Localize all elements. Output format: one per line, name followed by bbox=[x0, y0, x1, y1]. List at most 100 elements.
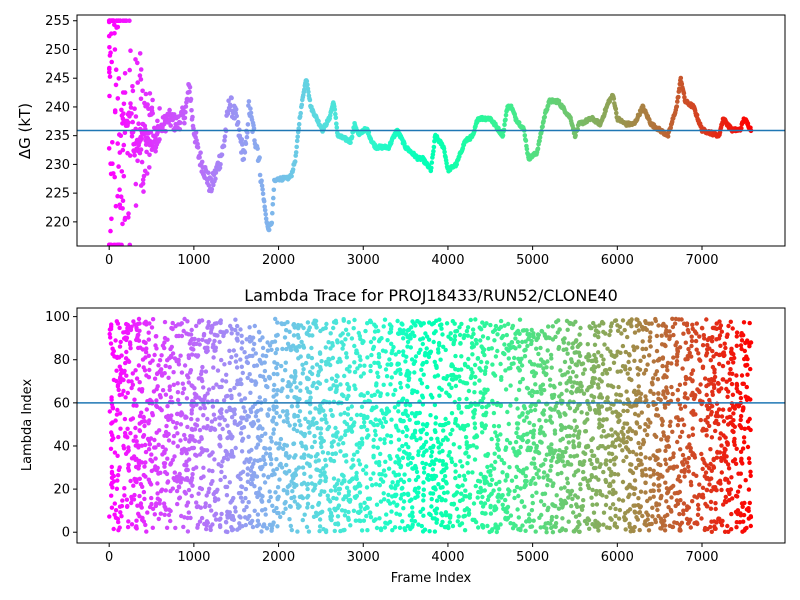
lambda-point bbox=[589, 461, 594, 467]
lambda-point bbox=[405, 339, 411, 345]
lambda-point bbox=[285, 491, 290, 496]
lambda-point bbox=[346, 489, 352, 494]
delta-g-point bbox=[182, 120, 187, 126]
lambda-point bbox=[208, 427, 213, 433]
lambda-point bbox=[316, 380, 321, 385]
lambda-point bbox=[204, 519, 210, 524]
lambda-point bbox=[435, 373, 441, 378]
lambda-point bbox=[715, 380, 721, 386]
lambda-point bbox=[717, 333, 723, 338]
lambda-point bbox=[553, 404, 558, 409]
lambda-point bbox=[523, 339, 528, 344]
lambda-point bbox=[592, 352, 597, 358]
lambda-point bbox=[549, 514, 555, 520]
lambda-point bbox=[701, 333, 706, 338]
delta-g-point bbox=[222, 138, 227, 143]
lambda-point bbox=[184, 467, 189, 473]
delta-g-point bbox=[218, 162, 223, 167]
delta-g-point bbox=[255, 146, 260, 151]
lambda-point bbox=[383, 459, 388, 464]
lambda-point bbox=[418, 377, 423, 382]
lambda-point bbox=[109, 493, 114, 498]
lambda-point bbox=[286, 455, 291, 460]
lambda-point bbox=[362, 363, 367, 368]
lambda-point bbox=[573, 493, 578, 498]
lambda-point bbox=[720, 407, 726, 412]
lambda-point bbox=[470, 352, 475, 357]
delta-g-point bbox=[260, 191, 266, 197]
lambda-point bbox=[122, 430, 128, 436]
lambda-point bbox=[295, 529, 300, 534]
lambda-point bbox=[425, 384, 430, 390]
lambda-point bbox=[538, 430, 544, 435]
lambda-point bbox=[256, 418, 261, 423]
lambda-point bbox=[714, 410, 720, 415]
lambda-point bbox=[562, 359, 568, 365]
lambda-point bbox=[253, 414, 259, 419]
delta-g-point bbox=[211, 182, 216, 188]
lambda-point bbox=[210, 398, 215, 404]
lambda-point bbox=[531, 518, 536, 523]
lambda-point bbox=[577, 512, 582, 518]
lambda-point bbox=[723, 476, 728, 481]
lambda-point bbox=[175, 501, 180, 507]
lambda-point bbox=[110, 406, 116, 411]
lambda-point bbox=[179, 450, 184, 456]
lambda-point bbox=[420, 460, 425, 466]
lambda-point bbox=[441, 344, 446, 349]
lambda-point bbox=[653, 517, 658, 522]
lambda-point bbox=[144, 346, 149, 351]
lambda-points bbox=[107, 316, 754, 535]
lambda-point bbox=[267, 446, 272, 451]
lambda-point bbox=[525, 343, 530, 349]
lambda-point bbox=[555, 471, 560, 477]
lambda-point bbox=[273, 350, 278, 356]
lambda-point bbox=[400, 429, 405, 435]
lambda-point bbox=[674, 520, 680, 526]
lambda-point bbox=[695, 512, 701, 517]
lambda-point bbox=[296, 326, 301, 331]
lambda-point bbox=[534, 471, 539, 477]
lambda-point bbox=[490, 329, 496, 334]
lambda-point bbox=[370, 483, 375, 488]
lambda-point bbox=[685, 353, 690, 359]
lambda-point bbox=[222, 362, 227, 367]
lambda-point bbox=[596, 445, 601, 451]
lambda-point bbox=[195, 354, 200, 359]
delta-g-point bbox=[113, 203, 119, 209]
lambda-point bbox=[602, 342, 607, 347]
delta-g-point bbox=[229, 95, 234, 101]
delta-g-point bbox=[190, 114, 195, 120]
lambda-point bbox=[632, 491, 637, 497]
lambda-point bbox=[338, 359, 343, 364]
delta-g-point bbox=[129, 111, 134, 116]
lambda-point bbox=[559, 391, 564, 397]
lambda-point bbox=[493, 323, 499, 329]
lambda-point bbox=[381, 416, 387, 421]
lambda-point bbox=[669, 495, 674, 500]
lambda-point bbox=[501, 461, 507, 466]
delta-g-point bbox=[116, 164, 121, 169]
lambda-point bbox=[380, 424, 385, 429]
lambda-point bbox=[305, 505, 310, 510]
lambda-point bbox=[539, 391, 544, 396]
lambda-point bbox=[670, 391, 675, 397]
lambda-point bbox=[323, 528, 329, 533]
delta-g-point bbox=[126, 211, 131, 216]
lambda-point bbox=[646, 528, 652, 533]
lambda-point bbox=[432, 359, 437, 365]
lambda-point bbox=[182, 432, 187, 438]
lambda-point bbox=[219, 511, 224, 517]
lambda-point bbox=[305, 481, 311, 487]
delta-g-point bbox=[182, 115, 188, 121]
lambda-point bbox=[344, 485, 350, 490]
lambda-point bbox=[126, 519, 131, 524]
lambda-point bbox=[748, 366, 753, 372]
lambda-point bbox=[496, 437, 501, 443]
lambda-point bbox=[515, 426, 520, 431]
lambda-point bbox=[146, 421, 151, 426]
delta-g-point bbox=[109, 216, 114, 222]
lambda-point bbox=[292, 379, 297, 385]
lambda-point bbox=[189, 493, 194, 499]
lambda-point bbox=[402, 472, 407, 477]
